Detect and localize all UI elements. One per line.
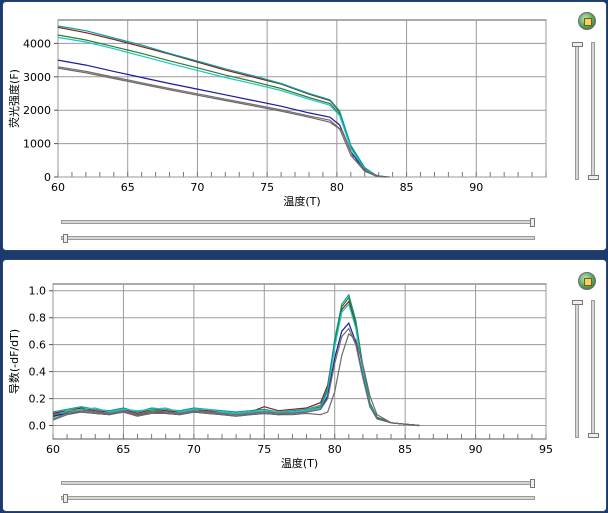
y-tick-label: 0.2	[29, 393, 47, 406]
series-line-2	[57, 25, 386, 178]
x-tick-label: 85	[398, 443, 412, 456]
series-line-6	[57, 66, 386, 178]
x-zoom-thumb-left[interactable]	[63, 494, 68, 503]
x-tick-label: 80	[330, 181, 344, 194]
x-tick-label: 75	[257, 443, 271, 456]
x-zoom-thumb-left[interactable]	[63, 234, 68, 243]
x-axis-title: 温度(T)	[283, 194, 320, 208]
x-tick-label: 90	[469, 443, 483, 456]
series-line-5	[57, 59, 386, 178]
series-line-6	[52, 327, 420, 427]
y-zoom-slider-left[interactable]	[572, 42, 583, 180]
y-tick-label: 0.4	[29, 366, 47, 379]
x-tick-label: 65	[121, 181, 135, 194]
y-tick-label: 3000	[23, 71, 51, 84]
x-tick-label: 90	[469, 181, 483, 194]
x-zoom-thumb-right[interactable]	[530, 479, 535, 488]
x-zoom-slider-lower[interactable]	[61, 494, 535, 503]
x-zoom-slider-upper[interactable]	[61, 479, 535, 488]
y-zoom-slider-right[interactable]	[588, 42, 599, 180]
y-zoom-thumb-top[interactable]	[572, 42, 583, 47]
x-tick-label: 80	[328, 443, 342, 456]
panel-settings-icon[interactable]	[578, 12, 596, 30]
y-zoom-slider-right[interactable]	[588, 300, 599, 438]
x-tick-label: 75	[260, 181, 274, 194]
y-axis-title: 荧光强度(F)	[7, 69, 21, 128]
y-tick-label: 1000	[23, 138, 51, 151]
panel-settings-icon[interactable]	[578, 272, 596, 290]
x-zoom-thumb-right[interactable]	[530, 218, 535, 227]
x-axis-title: 温度(T)	[281, 456, 318, 470]
melt-curve-chart: 60 65 70 75 80 85 90 0 1000 2000 3000 4000 温度(T) 荧光强度…	[7, 19, 547, 208]
derivative-chart: 60 65 70 75 80 85 90 95 0.0 0.2 0.4 0.6 0.8 1.0 温度(T) 导…	[8, 283, 553, 470]
y-tick-label: 0.8	[29, 312, 47, 325]
series-line-4	[57, 36, 386, 178]
y-tick-label: 0.6	[29, 339, 47, 352]
series-line-4	[52, 302, 420, 427]
y-zoom-slider-left[interactable]	[572, 300, 583, 438]
y-axis-title: 导数(-dF/dT)	[8, 329, 21, 394]
y-tick-label: 0.0	[29, 420, 47, 433]
x-tick-label: 65	[116, 443, 130, 456]
x-tick-label: 70	[190, 181, 204, 194]
x-tick-label: 60	[51, 181, 65, 194]
x-zoom-slider-lower[interactable]	[61, 234, 535, 243]
y-zoom-thumb-bottom[interactable]	[588, 433, 599, 438]
series-line-7	[52, 332, 420, 427]
y-tick-label: 4000	[23, 37, 51, 50]
y-zoom-thumb-bottom[interactable]	[588, 175, 599, 180]
x-tick-label: 70	[187, 443, 201, 456]
melt-curve-panel: 60 65 70 75 80 85 90 0 1000 2000 3000 4000 温度(T) 荧光强度…	[2, 1, 607, 251]
y-zoom-thumb-top[interactable]	[572, 300, 583, 305]
y-tick-label: 2000	[23, 104, 51, 117]
y-tick-label: 0	[44, 171, 51, 184]
x-zoom-slider-upper[interactable]	[61, 218, 535, 227]
series-line-7	[57, 67, 390, 178]
x-tick-label: 85	[400, 181, 414, 194]
x-tick-label: 95	[539, 443, 553, 456]
derivative-panel: 60 65 70 75 80 85 90 95 0.0 0.2 0.4 0.6 0.8 1.0 温度(T) 导…	[2, 259, 607, 512]
y-tick-label: 1.0	[29, 285, 47, 298]
x-tick-label: 60	[46, 443, 60, 456]
plot-area	[52, 283, 547, 440]
